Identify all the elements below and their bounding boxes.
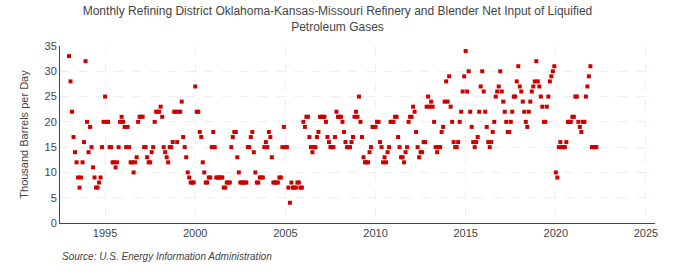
svg-text:2000: 2000 [183,227,207,239]
svg-text:2005: 2005 [273,227,297,239]
svg-text:0: 0 [51,217,57,229]
svg-text:15: 15 [45,141,57,153]
svg-text:10: 10 [45,166,57,178]
svg-text:2010: 2010 [363,227,387,239]
svg-text:2020: 2020 [544,227,568,239]
svg-text:20: 20 [45,116,57,128]
svg-text:25: 25 [45,90,57,102]
svg-text:Source: U.S. Energy Informatio: Source: U.S. Energy Information Administ… [62,251,272,262]
svg-text:Monthly Refining District Okla: Monthly Refining District Oklahoma-Kansa… [83,4,593,34]
svg-text:Thousand Barrels per Day: Thousand Barrels per Day [18,70,30,199]
svg-text:1995: 1995 [93,227,117,239]
svg-text:5: 5 [51,192,57,204]
svg-text:2015: 2015 [453,227,477,239]
svg-text:30: 30 [45,65,57,77]
svg-text:2025: 2025 [634,227,658,239]
svg-text:35: 35 [45,40,57,52]
